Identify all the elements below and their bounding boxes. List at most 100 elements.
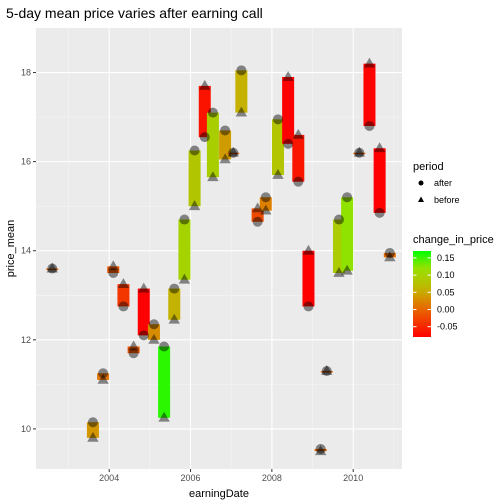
before-point <box>282 71 294 81</box>
legend-period: period after before <box>413 161 460 205</box>
change-bar <box>314 448 327 452</box>
y-tick-label: 10 <box>21 424 31 434</box>
colorbar-tick-label: 0.00 <box>437 304 455 314</box>
after-point <box>321 366 332 376</box>
change-bar <box>373 148 386 213</box>
after-point <box>374 207 385 218</box>
change-bar <box>363 63 376 126</box>
after-point <box>220 125 231 136</box>
after-point <box>47 263 58 274</box>
after-point <box>98 368 109 379</box>
change-bar <box>86 422 99 438</box>
y-tick-label: 18 <box>21 68 31 78</box>
y-axis-ticks: 10 12 14 16 18 <box>21 68 36 434</box>
after-point <box>128 348 139 359</box>
before-point <box>384 251 396 262</box>
after-point <box>228 147 239 158</box>
before-point <box>138 282 150 293</box>
before-point <box>46 262 58 273</box>
before-point <box>168 313 180 324</box>
after-point <box>303 301 314 312</box>
before-point <box>363 57 376 68</box>
x-tick-label: 2010 <box>343 473 363 483</box>
before-point <box>199 79 211 90</box>
before-point <box>107 260 119 271</box>
after-point <box>333 214 344 225</box>
after-point <box>342 192 353 203</box>
change-bar <box>168 288 181 320</box>
before-point <box>117 278 130 289</box>
colorbar-tick-label: -0.05 <box>437 322 458 332</box>
x-axis-ticks: 2004 2006 2008 2010 <box>99 469 363 483</box>
before-point <box>97 373 109 384</box>
y-tick-label: 16 <box>21 157 31 167</box>
chart-title: 5-day mean price varies after earning ca… <box>6 5 263 21</box>
after-point <box>179 214 190 225</box>
after-point <box>315 443 326 454</box>
x-tick-label: 2006 <box>181 473 201 483</box>
after-point <box>252 216 263 227</box>
before-point <box>260 204 272 215</box>
change-bar <box>117 284 130 307</box>
before-point <box>302 244 315 255</box>
before-point <box>373 142 386 153</box>
y-tick-label: 14 <box>21 246 31 256</box>
after-point <box>199 132 210 143</box>
before-point <box>321 365 333 375</box>
change-bar <box>178 219 191 280</box>
before-point <box>292 128 304 139</box>
before-point <box>251 202 264 213</box>
change-bar <box>271 119 284 175</box>
before-point <box>341 264 353 275</box>
change-bar <box>302 250 315 307</box>
after-point <box>87 417 98 428</box>
change-bar <box>97 373 110 380</box>
after-point <box>384 247 395 258</box>
after-point <box>138 330 149 341</box>
x-tick-label: 2004 <box>99 473 119 483</box>
before-point <box>148 333 160 344</box>
grid-minor <box>36 28 402 469</box>
after-point <box>148 319 159 330</box>
change-bar <box>147 324 160 340</box>
after-point <box>236 65 247 76</box>
before-point <box>333 267 345 277</box>
after-point <box>354 147 365 158</box>
before-point <box>207 171 219 182</box>
change-bar <box>320 371 333 373</box>
after-point <box>169 283 180 294</box>
after-point <box>364 121 375 131</box>
before-point <box>127 340 140 351</box>
colorbar <box>413 251 431 337</box>
x-axis-label: earningDate <box>189 488 249 500</box>
after-point <box>260 192 271 203</box>
change-bar <box>227 152 240 155</box>
change-bar <box>219 130 232 160</box>
change-bar <box>353 152 366 155</box>
before-point <box>272 169 284 179</box>
after-point <box>159 341 170 352</box>
colorbar-tick-label: 0.15 <box>437 253 455 263</box>
legend-period-label: before <box>434 195 460 205</box>
before-point <box>314 445 327 456</box>
after-point <box>207 107 218 118</box>
before-point <box>158 411 170 422</box>
change-bar <box>341 197 354 271</box>
legend-period-label: after <box>434 178 452 188</box>
before-point <box>227 146 239 157</box>
legend-after-symbol <box>418 180 424 186</box>
after-point <box>189 145 200 156</box>
legend-color-title: change_in_price <box>413 234 494 246</box>
colorbar-tick-label: 0.05 <box>437 287 455 297</box>
legend-before-symbol <box>418 196 424 202</box>
before-point <box>178 273 191 284</box>
change-bar <box>259 197 272 211</box>
change-bar <box>251 208 264 222</box>
legend-period-title: period <box>413 161 444 173</box>
before-point <box>188 200 201 211</box>
after-point <box>108 268 119 278</box>
y-tick-label: 12 <box>21 335 31 345</box>
change-bar <box>137 288 150 336</box>
change-bar <box>107 266 120 273</box>
